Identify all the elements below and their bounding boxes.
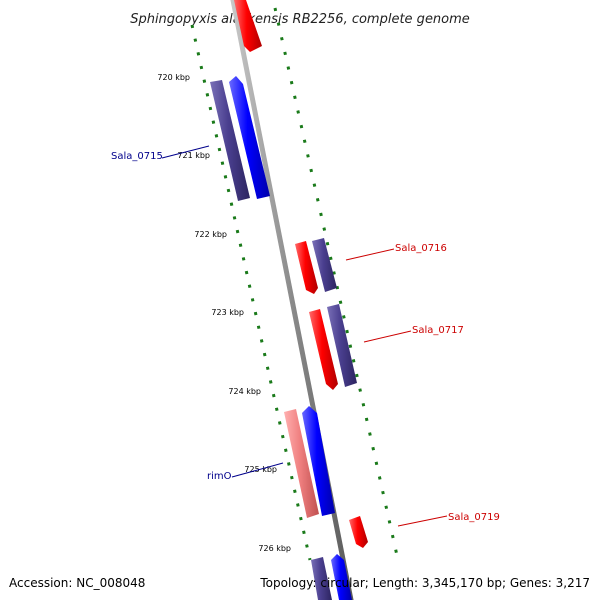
- gene-feature[interactable]: [295, 241, 318, 294]
- gene-feature[interactable]: [234, 0, 262, 52]
- gene-feature[interactable]: [309, 309, 338, 390]
- gene-feature[interactable]: [349, 516, 368, 548]
- gene-feature[interactable]: [210, 80, 250, 201]
- topology-text: Topology: circular; Length: 3,345,170 bp…: [259, 576, 590, 590]
- gene-feature[interactable]: [302, 406, 335, 516]
- gene-label[interactable]: Sala_0716: [395, 243, 447, 254]
- gene-feature[interactable]: [229, 76, 270, 199]
- gene-label[interactable]: Sala_0717: [412, 325, 464, 336]
- gene-labels: Sala_0715 Sala_0716 Sala_0717 rimO Sala_…: [111, 145, 500, 527]
- gene-feature[interactable]: [327, 304, 357, 387]
- gene-label[interactable]: rimO: [207, 471, 232, 482]
- tick-label: 726 kbp: [258, 544, 291, 553]
- gene-feature[interactable]: [311, 557, 332, 600]
- tick-label: 722 kbp: [194, 230, 227, 239]
- genes: [210, 0, 368, 600]
- gene-feature[interactable]: [284, 409, 319, 518]
- tick-label: 720 kbp: [157, 73, 190, 82]
- gene-label[interactable]: Sala_0719: [448, 512, 500, 523]
- outer-tick-ring: [273, 7, 400, 561]
- tick-label: 724 kbp: [228, 387, 261, 396]
- map-title: Sphingopyxis alaskensis RB2256, complete…: [130, 12, 470, 27]
- gene-label[interactable]: Sala_0715: [111, 151, 163, 162]
- tick-label: 721 kbp: [177, 151, 210, 160]
- gene-feature[interactable]: [331, 554, 352, 600]
- accession-text: Accession: NC_008048: [9, 576, 145, 590]
- gene-feature[interactable]: [312, 238, 337, 292]
- tick-label: 723 kbp: [211, 308, 244, 317]
